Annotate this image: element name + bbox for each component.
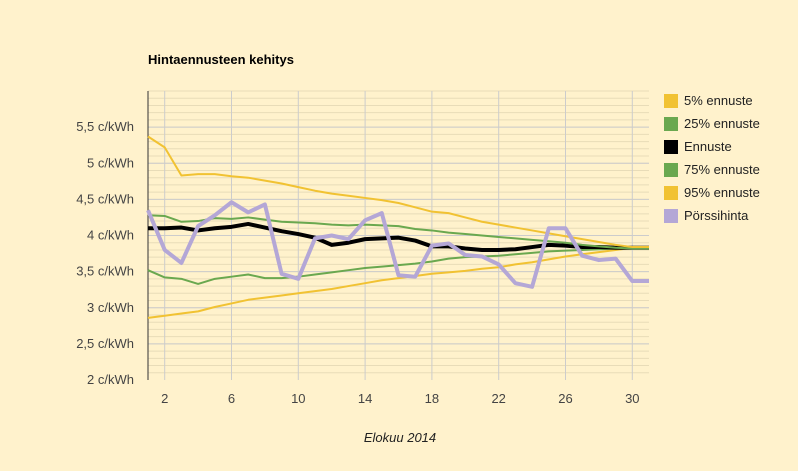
x-tick-label: 22 — [491, 391, 505, 406]
y-tick-label: 5,5 c/kWh — [76, 119, 134, 134]
y-tick-label: 3,5 c/kWh — [76, 264, 134, 279]
x-axis-label: Elokuu 2014 — [363, 430, 437, 445]
x-tick-label: 10 — [291, 391, 305, 406]
y-tick-label: 2,5 c/kWh — [76, 336, 134, 351]
x-tick-label: 30 — [625, 391, 639, 406]
y-tick-label: 4 c/kWh — [87, 228, 134, 243]
y-tick-label: 3 c/kWh — [87, 300, 134, 315]
legend-item: Pörssihinta — [664, 204, 760, 227]
series-line-ennuste — [148, 221, 649, 252]
x-tick-label: 26 — [558, 391, 572, 406]
legend-item: 25% ennuste — [664, 112, 760, 135]
legend-item: 95% ennuste — [664, 181, 760, 204]
series-line-5-ennuste — [147, 246, 650, 319]
legend-item: Ennuste — [664, 135, 760, 158]
legend-swatch — [664, 185, 678, 200]
y-tick-label: 5 c/kWh — [87, 155, 134, 170]
legend-label: Pörssihinta — [684, 208, 749, 223]
legend-swatch — [664, 139, 678, 154]
legend-label: Ennuste — [684, 139, 732, 154]
x-tick-label: 14 — [358, 391, 372, 406]
x-tick-label: 18 — [425, 391, 439, 406]
legend-item: 75% ennuste — [664, 158, 760, 181]
y-tick-label: 4,5 c/kWh — [76, 191, 134, 206]
series-line-95-ennuste — [147, 135, 649, 249]
legend-swatch — [664, 116, 678, 131]
legend-label: 25% ennuste — [684, 116, 760, 131]
legend-swatch — [664, 93, 678, 108]
series-line-p-rssihinta — [146, 200, 649, 289]
legend-label: 5% ennuste — [684, 93, 753, 108]
series-line-75-ennuste — [147, 214, 649, 250]
legend-label: 95% ennuste — [684, 185, 760, 200]
x-tick-label: 2 — [161, 391, 168, 406]
series-line-25-ennuste — [147, 247, 649, 285]
legend: 5% ennuste 25% ennuste Ennuste 75% ennuste 9… — [664, 89, 760, 227]
legend-label: 75% ennuste — [684, 162, 760, 177]
legend-swatch — [664, 208, 678, 223]
chart-title: Hintaennusteen kehitys — [148, 52, 294, 67]
y-tick-label: 2 c/kWh — [87, 372, 134, 387]
legend-swatch — [664, 162, 678, 177]
legend-item: 5% ennuste — [664, 89, 760, 112]
x-tick-label: 6 — [228, 391, 235, 406]
